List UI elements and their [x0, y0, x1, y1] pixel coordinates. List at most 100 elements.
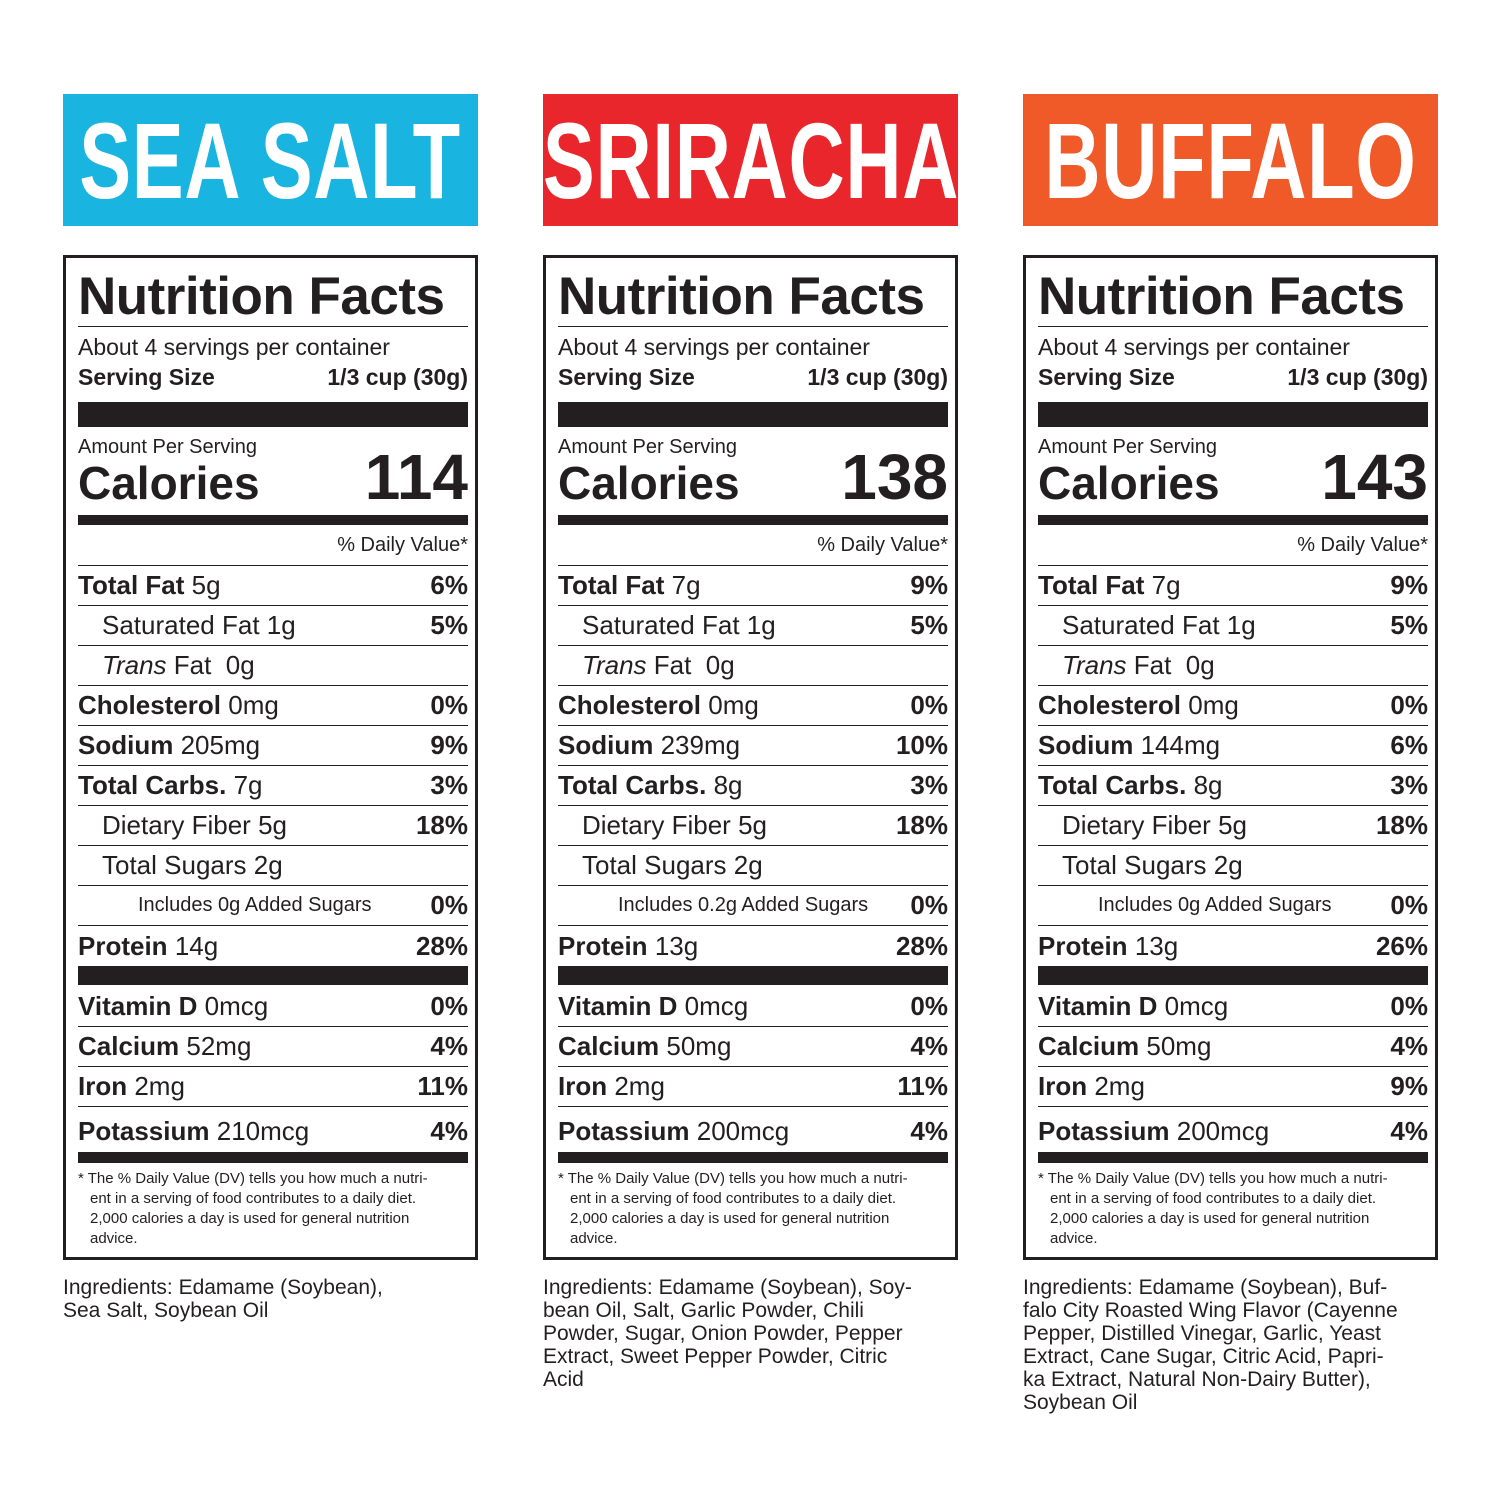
ingredients-line: Ingredients: Edamame (Soybean),	[63, 1276, 383, 1299]
bar	[1038, 1152, 1428, 1163]
serving-size: Serving Size 1/3 cup (30g)	[558, 364, 948, 391]
daily-value: 0%	[910, 890, 948, 920]
nutrient-amount: 5g	[738, 810, 767, 840]
ingredients: Ingredients: Edamame (Soybean), Soy-bean…	[543, 1276, 963, 1391]
rule	[1038, 565, 1428, 566]
nutrient-name: Total Sugars 2g	[558, 850, 763, 881]
nutrient-amount: 210mcg	[216, 1115, 310, 1146]
daily-value: 26%	[1375, 930, 1428, 961]
flavor-title: BUFFALO	[1044, 99, 1417, 221]
nutrient-row: Dietary Fiber 5g 18%	[1038, 806, 1428, 846]
nutrient-row: Total Carbs. 7g 3%	[78, 766, 468, 806]
ingredients-line: bean Oil, Salt, Garlic Powder, Chili	[543, 1299, 864, 1322]
nutrient-name: Calcium 50mg	[558, 1031, 731, 1062]
ingredients-line: Extract, Sweet Pepper Powder, Citric	[543, 1345, 888, 1368]
nutrient-amount: 13g	[654, 930, 699, 961]
calories-value: 138	[841, 441, 948, 513]
daily-value: 3%	[910, 770, 948, 800]
calories-label: Calories	[1038, 457, 1220, 509]
daily-value: 5%	[430, 610, 468, 640]
nutrient-label: Includes 0g Added Sugars	[1098, 894, 1332, 916]
calories-label: Calories	[78, 457, 260, 509]
ingredients-line: ka Extract, Natural Non-Dairy Butter),	[1023, 1368, 1371, 1391]
nutrient-amount: 0mcg	[684, 991, 749, 1021]
amount-per-serving: Amount Per Serving	[78, 436, 257, 458]
thick-bar	[558, 966, 948, 985]
nutrient-label: Cholesterol	[78, 690, 222, 720]
daily-value: 4%	[430, 1031, 468, 1061]
nutrient-label: Sodium	[558, 730, 654, 760]
nutrient-name: Iron 2mg	[78, 1071, 185, 1102]
nutrient-label: Iron	[78, 1071, 128, 1101]
nutrient-row: Potassium 200mcg 4%	[558, 1111, 948, 1151]
ingredients-line: falo City Roasted Wing Flavor (Cayenne	[1023, 1299, 1398, 1322]
calories-value: 114	[364, 441, 468, 513]
nutrient-name: Iron 2mg	[558, 1071, 665, 1102]
nutrient-name: Vitamin D 0mcg	[1038, 991, 1228, 1022]
nutrient-name: Vitamin D 0mcg	[558, 991, 748, 1022]
nutrient-amount: 50mg	[666, 1031, 732, 1061]
nutrient-label: Vitamin D	[558, 991, 678, 1021]
nutrient-label: Iron	[1038, 1071, 1088, 1101]
nutrient-row: Saturated Fat 1g 5%	[78, 606, 468, 646]
daily-value: 0%	[1390, 890, 1428, 920]
footnote-line: ent in a serving of food contributes to …	[90, 1190, 417, 1207]
nutrient-name: Sodium 144mg	[1038, 730, 1220, 761]
nutrient-amount: 2mg	[1094, 1071, 1145, 1101]
calories-label: Calories	[558, 457, 740, 509]
nutrient-label: Saturated Fat	[1062, 610, 1220, 640]
daily-value-header: % Daily Value*	[817, 534, 948, 556]
daily-value: 0%	[1390, 991, 1428, 1021]
ingredients-line: Soybean Oil	[1023, 1391, 1138, 1414]
nutrient-label: Dietary Fiber	[1062, 810, 1211, 840]
nutrient-name: Total Carbs. 8g	[558, 770, 742, 801]
label-title: Nutrition Facts	[558, 267, 925, 326]
nutrient-amount: 2g	[253, 850, 283, 880]
daily-value: 0%	[430, 890, 468, 920]
nutrient-name: Iron 2mg	[1038, 1071, 1145, 1102]
nutrient-label: Potassium	[1038, 1115, 1170, 1146]
nutrient-name: Protein 14g	[78, 931, 218, 962]
flavor-header: SRIRACHA	[543, 94, 958, 226]
nutrient-label: Vitamin D	[78, 991, 198, 1021]
footnote-line: advice.	[1050, 1230, 1098, 1247]
nutrient-label: Protein	[558, 930, 648, 961]
nutrient-amount: 2mg	[134, 1071, 185, 1101]
rule	[1038, 326, 1428, 327]
bar	[78, 1152, 468, 1163]
nutrient-label: Total Fat	[1038, 570, 1145, 600]
footnote-line: * The % Daily Value (DV) tells you how m…	[1038, 1170, 1388, 1187]
nutrient-label: Potassium	[78, 1115, 210, 1146]
amount-per-serving: Amount Per Serving	[1038, 436, 1217, 458]
nutrient-row: Vitamin D 0mcg 0%	[558, 987, 948, 1027]
nutrient-amount: 0mg	[1188, 690, 1239, 720]
servings: About 4 servings per container	[558, 334, 870, 360]
nutrient-label: Sodium	[1038, 730, 1134, 760]
label-title: Nutrition Facts	[78, 267, 445, 326]
serving-size-label: Serving Size	[558, 364, 695, 390]
nutrient-name: Calcium 50mg	[1038, 1031, 1211, 1062]
daily-value: 4%	[910, 1115, 948, 1146]
servings: About 4 servings per container	[1038, 334, 1350, 360]
daily-value: 4%	[1390, 1031, 1428, 1061]
nutrient-amount: 205mg	[180, 730, 261, 760]
ingredients-line: Powder, Sugar, Onion Powder, Pepper	[543, 1322, 903, 1345]
nutrient-row: Dietary Fiber 5g 18%	[78, 806, 468, 846]
nutrient-row: Trans Fat 0g	[558, 646, 948, 686]
nutrient-label: Calcium	[558, 1031, 660, 1061]
nutrient-label: Dietary Fiber	[102, 810, 251, 840]
nutrient-name: Dietary Fiber 5g	[558, 810, 767, 841]
nutrient-amount: 0mcg	[1164, 991, 1229, 1021]
nutrient-label: Includes 0.2g Added Sugars	[618, 894, 869, 916]
nutrient-italic: Trans	[1062, 650, 1127, 680]
nutrient-amount: 2g	[1213, 850, 1243, 880]
nutrient-name: Total Sugars 2g	[78, 850, 283, 881]
daily-value: 4%	[430, 1115, 468, 1146]
nutrient-amount: 7g	[671, 570, 701, 600]
nutrient-name: Dietary Fiber 5g	[1038, 810, 1247, 841]
nutrient-label: Saturated Fat	[102, 610, 260, 640]
nutrient-name: Sodium 239mg	[558, 730, 740, 761]
nutrient-row: Includes 0g Added Sugars 0%	[78, 886, 468, 926]
nutrient-amount: 5g	[258, 810, 287, 840]
